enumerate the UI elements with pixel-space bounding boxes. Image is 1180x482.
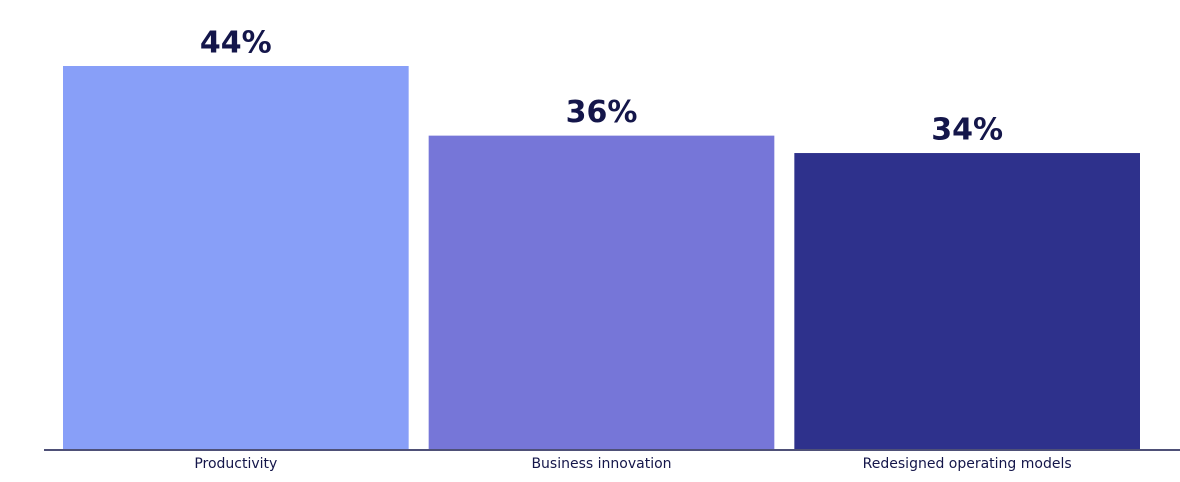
bar bbox=[428, 135, 775, 450]
x-tick-label: Redesigned operating models bbox=[863, 456, 1072, 472]
value-label: 36% bbox=[566, 95, 638, 130]
value-label: 34% bbox=[931, 113, 1003, 148]
x-tick-label: Business innovation bbox=[531, 456, 671, 472]
bar bbox=[63, 66, 409, 449]
x-tick-label: Productivity bbox=[194, 456, 277, 472]
value-label: 44% bbox=[200, 26, 272, 61]
bar bbox=[794, 153, 1140, 449]
